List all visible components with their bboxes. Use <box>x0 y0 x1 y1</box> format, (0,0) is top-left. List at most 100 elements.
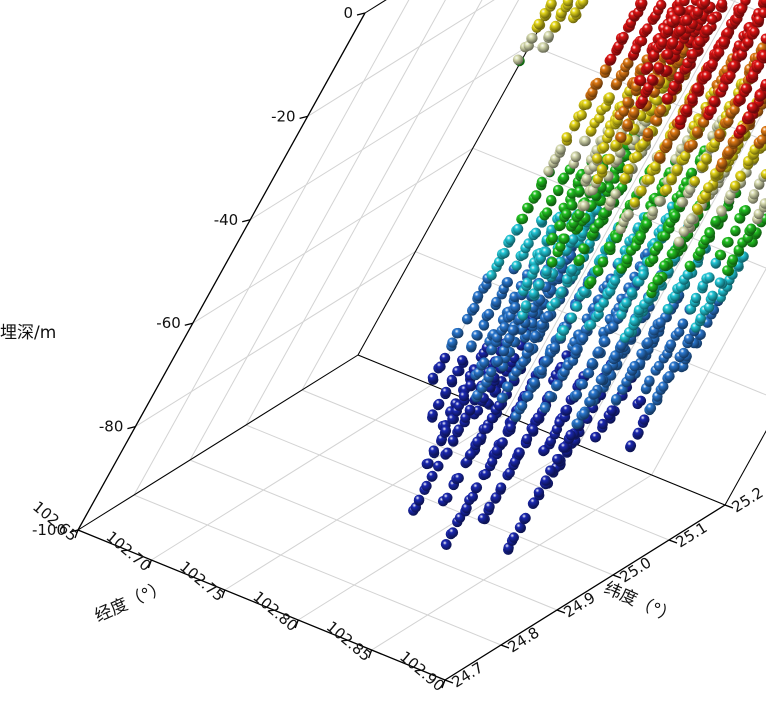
data-point <box>556 287 566 297</box>
data-point <box>421 481 431 491</box>
data-point <box>679 227 689 237</box>
data-point <box>414 495 424 505</box>
data-point <box>643 62 653 72</box>
data-point <box>427 471 437 481</box>
data-point <box>429 445 439 455</box>
data-point <box>723 28 733 38</box>
data-point <box>582 99 592 109</box>
data-point <box>465 380 475 390</box>
data-point <box>562 405 572 415</box>
x-tick-label: 102.75 <box>176 558 228 606</box>
data-point <box>442 448 452 458</box>
data-point <box>674 237 684 247</box>
data-point <box>562 132 572 142</box>
data-point <box>618 32 628 42</box>
data-point <box>746 224 756 234</box>
data-point <box>433 461 443 471</box>
y-tick-label: 24.9 <box>561 588 599 621</box>
data-point <box>593 78 603 88</box>
data-point <box>441 426 451 436</box>
data-point <box>636 349 646 359</box>
data-point <box>559 234 569 244</box>
data-point <box>605 242 615 252</box>
data-point <box>541 247 551 257</box>
data-point <box>663 49 673 59</box>
data-point <box>723 237 733 247</box>
data-point <box>636 231 646 241</box>
data-point <box>541 266 551 276</box>
data-point <box>511 261 521 271</box>
data-point <box>572 390 582 400</box>
data-point <box>672 164 682 174</box>
data-point <box>645 174 655 184</box>
data-point <box>730 181 740 191</box>
data-point <box>528 424 538 434</box>
data-point <box>679 348 689 358</box>
data-point <box>730 226 740 236</box>
data-point <box>675 115 685 125</box>
data-point <box>472 437 482 447</box>
data-point <box>678 318 688 328</box>
data-point <box>749 189 759 199</box>
data-point <box>428 409 438 419</box>
data-point <box>623 209 633 219</box>
data-point <box>448 527 458 537</box>
data-point <box>747 102 757 112</box>
data-point <box>550 21 560 31</box>
data-point <box>572 301 582 311</box>
data-point <box>459 391 469 401</box>
data-point <box>578 243 588 253</box>
data-point <box>529 377 539 387</box>
x-tick-label: 102.70 <box>103 528 155 576</box>
x-axis-title: 经度（°） <box>92 577 170 626</box>
data-point <box>441 540 451 550</box>
z-tick-label: -20 <box>271 107 296 125</box>
y-tick-label: 24.8 <box>505 623 543 656</box>
data-point <box>707 291 717 301</box>
z-axis-title: 埋深/m <box>0 323 56 343</box>
data-point <box>707 14 717 24</box>
data-point <box>543 311 553 321</box>
y-tick-label: 25.0 <box>617 553 655 586</box>
y-axis-title: 纬度（°） <box>601 578 679 627</box>
data-point <box>517 401 527 411</box>
data-point <box>531 190 541 200</box>
data-point <box>571 152 581 162</box>
data-point <box>453 328 463 338</box>
data-point <box>709 96 719 106</box>
data-point <box>469 303 479 313</box>
data-point <box>630 197 640 207</box>
data-point <box>604 128 614 138</box>
data-point <box>642 219 652 229</box>
data-point <box>529 264 539 274</box>
data-point <box>579 201 589 211</box>
data-point <box>522 203 532 213</box>
data-point <box>647 74 657 84</box>
data-point <box>428 373 438 383</box>
data-point <box>668 37 678 47</box>
data-point <box>600 64 610 74</box>
data-point <box>638 269 648 279</box>
data-point <box>655 317 665 327</box>
data-point <box>622 97 632 107</box>
data-point <box>544 31 554 41</box>
data-point <box>540 403 550 413</box>
data-point <box>704 272 714 282</box>
data-point <box>510 302 520 312</box>
data-point <box>736 125 746 135</box>
data-point <box>729 60 739 70</box>
data-point <box>692 126 702 136</box>
data-point <box>533 413 543 423</box>
top-edge <box>365 0 645 13</box>
data-point <box>676 25 686 35</box>
data-point <box>454 473 464 483</box>
data-point <box>440 353 450 363</box>
data-point <box>561 209 571 219</box>
data-point <box>622 119 632 129</box>
data-point <box>509 532 519 542</box>
data-point <box>612 233 622 243</box>
data-point <box>719 37 729 47</box>
data-point <box>690 176 700 186</box>
data-point <box>639 414 649 424</box>
data-point <box>567 264 577 274</box>
